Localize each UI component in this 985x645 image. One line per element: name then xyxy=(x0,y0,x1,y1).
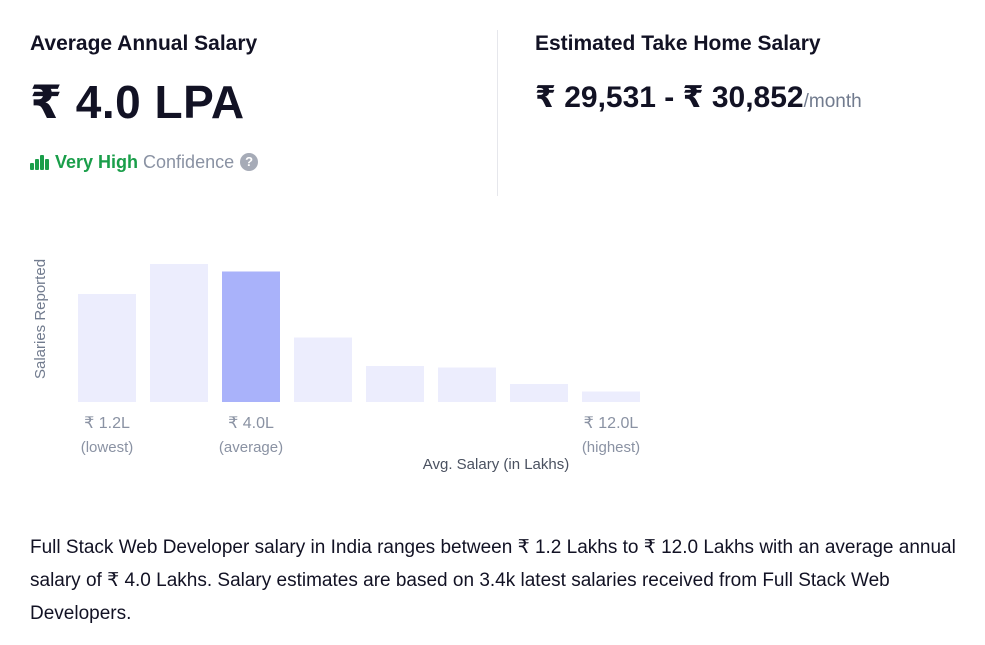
signal-bars-icon xyxy=(30,154,49,170)
histogram-bar[interactable] xyxy=(78,294,136,402)
take-home-title: Estimated Take Home Salary xyxy=(535,32,821,55)
take-home-range: ₹ 29,531 - ₹ 30,852 xyxy=(535,81,804,114)
average-salary-title: Average Annual Salary xyxy=(30,32,258,55)
marker-value-label: ₹ 4.0L xyxy=(228,415,274,432)
average-salary-block: Average Annual Salary ₹ 4.0 LPA Very Hig… xyxy=(30,30,470,174)
x-axis-label: Avg. Salary (in Lakhs) xyxy=(423,456,569,473)
confidence-label: Confidence xyxy=(143,152,235,172)
salary-summary: Average Annual Salary ₹ 4.0 LPA Very Hig… xyxy=(0,0,985,200)
average-salary-amount: ₹ 4.0 LPA xyxy=(30,76,245,128)
salary-description: Full Stack Web Developer salary in India… xyxy=(30,537,956,624)
histogram-bar[interactable] xyxy=(438,367,496,403)
marker-sublabel: (highest) xyxy=(582,439,640,456)
take-home-block: Estimated Take Home Salary ₹ 29,531 - ₹ … xyxy=(535,30,975,122)
confidence-indicator: Very High Confidence ? xyxy=(30,150,470,174)
histogram-bar[interactable] xyxy=(294,337,352,403)
confidence-level: Very High xyxy=(55,152,139,172)
y-axis-label: Salaries Reported xyxy=(32,259,49,379)
histogram-bar[interactable] xyxy=(582,391,640,403)
take-home-amount: ₹ 29,531 - ₹ 30,852/month xyxy=(535,78,975,122)
histogram-bar[interactable] xyxy=(510,384,568,402)
marker-value-label: ₹ 1.2L xyxy=(84,415,130,432)
help-icon[interactable]: ? xyxy=(240,153,259,171)
histogram-bar[interactable] xyxy=(366,366,424,402)
histogram-bar[interactable] xyxy=(222,271,280,403)
marker-sublabel: (average) xyxy=(219,439,283,456)
marker-value-label: ₹ 12.0L xyxy=(584,415,639,432)
marker-sublabel: (lowest) xyxy=(81,439,134,456)
take-home-suffix: /month xyxy=(803,91,862,112)
salary-distribution-svg: Salaries Reported ₹ 1.2L (lowest) ₹ 4.0L (av… xyxy=(32,259,640,473)
histogram-bar[interactable] xyxy=(150,264,208,402)
column-divider xyxy=(497,30,498,196)
salary-distribution-chart: Salaries Reported ₹ 1.2L (lowest) ₹ 4.0L (av… xyxy=(20,230,670,480)
